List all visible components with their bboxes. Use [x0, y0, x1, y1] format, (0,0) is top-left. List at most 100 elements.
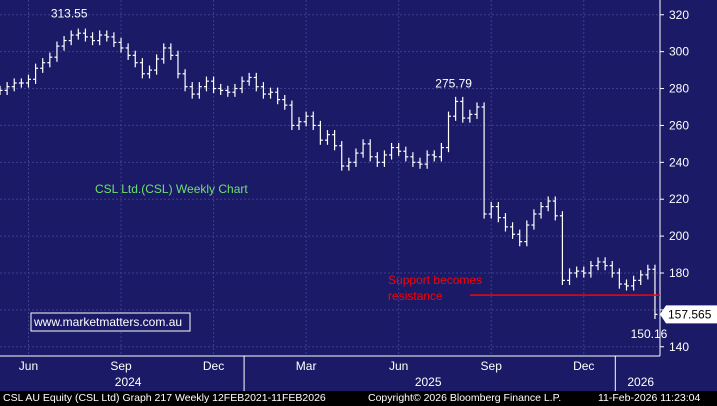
price-bar — [381, 150, 387, 167]
price-bar — [574, 266, 580, 278]
price-bar — [353, 148, 359, 167]
grid — [0, 0, 660, 356]
price-bar — [33, 63, 39, 84]
footer-copyright: Copyright© 2026 Bloomberg Finance L.P. — [368, 392, 562, 404]
price-bar — [346, 157, 352, 171]
price-bar — [303, 111, 309, 127]
x-year-label: 2025 — [415, 375, 442, 389]
last-price-tag: 157.565 — [660, 305, 717, 324]
price-bar — [481, 102, 487, 219]
price-bar — [47, 52, 53, 68]
price-bar — [524, 220, 530, 247]
price-bar — [616, 268, 622, 289]
price-bar — [609, 261, 615, 278]
x-month-label: Jun — [19, 359, 38, 373]
x-month-label: Sep — [110, 359, 132, 373]
price-bar — [517, 229, 523, 247]
price-bar — [289, 100, 295, 131]
price-bar — [161, 43, 167, 64]
price-bar — [453, 96, 459, 121]
price-bar — [168, 43, 174, 60]
price-bar — [510, 222, 516, 239]
y-tick-label: 280 — [669, 82, 689, 96]
price-bar — [438, 142, 444, 162]
price-bar — [588, 261, 594, 278]
price-bar — [75, 28, 81, 40]
price-annotation: 313.55 — [51, 7, 88, 21]
chart-title: CSL Ltd.(CSL) Weekly Chart — [95, 182, 248, 196]
price-bar — [396, 142, 402, 156]
y-tick-label: 220 — [669, 192, 689, 206]
x-month-label: Dec — [573, 359, 594, 373]
price-bar — [339, 141, 345, 171]
x-axis-area — [0, 356, 717, 391]
y-tick-label: 320 — [669, 8, 689, 22]
x-month-label: Jun — [389, 359, 408, 373]
x-month-label: Mar — [296, 359, 317, 373]
axes: 140160180200220240260280300320JunSepDecM… — [0, 0, 689, 391]
price-bar — [623, 279, 629, 291]
last-price-tag-text: 157.565 — [668, 307, 712, 321]
x-month-label: Dec — [203, 359, 224, 373]
price-bar — [567, 268, 573, 285]
price-bar — [502, 213, 508, 232]
price-bar — [317, 120, 323, 145]
price-bar — [460, 96, 466, 123]
price-bar — [90, 32, 96, 46]
price-annotation: 275.79 — [435, 76, 472, 90]
x-year-label: 2026 — [627, 375, 654, 389]
price-bar — [82, 28, 88, 42]
price-bars — [0, 28, 658, 319]
price-bar — [239, 76, 245, 94]
price-bar — [54, 41, 60, 62]
annotations: Support becomes resistance 313.55 275.79 150… — [30, 7, 717, 341]
price-bar — [531, 209, 537, 230]
x-year-label: 2024 — [115, 375, 142, 389]
price-bar — [118, 37, 124, 53]
price-bar — [545, 196, 551, 212]
price-bar — [61, 35, 67, 51]
price-bar — [446, 111, 452, 153]
y-tick-label: 140 — [669, 340, 689, 354]
price-bar — [40, 58, 46, 73]
price-bar — [282, 94, 288, 110]
price-bar — [631, 275, 637, 291]
support-label-line2: resistance — [388, 289, 443, 303]
price-bar — [132, 50, 138, 68]
price-bar — [488, 201, 494, 219]
price-bar — [296, 117, 302, 131]
price-bar — [196, 82, 202, 99]
price-bar — [538, 201, 544, 219]
price-bar — [467, 109, 473, 123]
price-bar — [203, 76, 209, 92]
price-bar — [232, 83, 238, 97]
price-bar — [0, 85, 3, 95]
price-bar — [18, 78, 24, 88]
price-bar — [431, 150, 437, 162]
price-bar — [638, 270, 644, 285]
price-bar — [360, 139, 366, 158]
watermark: www.marketmatters.com.au — [30, 312, 191, 332]
price-bar — [154, 54, 160, 75]
price-bar — [367, 139, 373, 162]
price-bar — [11, 78, 17, 92]
price-bar — [602, 257, 608, 271]
price-bar — [424, 150, 430, 169]
price-bar — [246, 72, 252, 86]
price-bar — [68, 30, 74, 46]
price-bar — [139, 58, 145, 79]
price-bar — [253, 72, 259, 92]
y-tick-label: 240 — [669, 155, 689, 169]
footer-timestamp: 11-Feb-2026 11:23:04 — [598, 392, 701, 404]
y-axis-area — [660, 0, 717, 356]
price-bar — [652, 264, 658, 319]
price-bar — [175, 50, 181, 79]
price-bar — [182, 69, 188, 92]
price-bar — [104, 30, 110, 42]
watermark-box — [30, 312, 191, 332]
price-bar — [332, 130, 338, 151]
price-bar — [374, 152, 380, 167]
price-bar — [310, 111, 316, 131]
price-bar — [4, 82, 10, 95]
price-bar — [324, 130, 330, 145]
